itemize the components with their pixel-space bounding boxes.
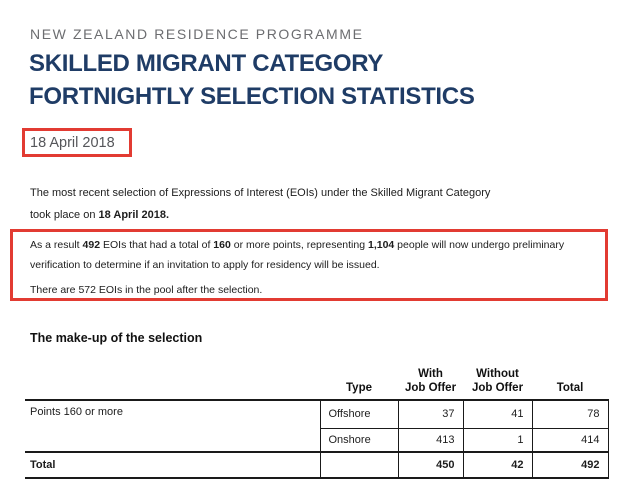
- cell-onshore-without-offer: 1: [462, 428, 533, 452]
- table-row-offshore: Points 160 or more Offshore 37 41 78: [25, 399, 609, 453]
- cell-offshore-with-offer: 37: [397, 399, 464, 429]
- cell-offshore-without-offer: 41: [462, 399, 533, 429]
- cell-offshore-total: 78: [531, 399, 609, 429]
- cell-total-with-offer: 450: [397, 451, 464, 479]
- intro-line-2-prefix: took place on: [30, 209, 99, 221]
- selection-makeup-table: Type With Job Offer Without Job Offer To…: [25, 358, 609, 479]
- pool-remaining-paragraph: There are 572 EOIs in the pool after the…: [30, 284, 263, 296]
- cell-total-type-empty: [319, 451, 399, 479]
- intro-paragraph: The most recent selection of Expressions…: [30, 182, 595, 226]
- result-text-segment: or more points, representing: [230, 239, 368, 251]
- result-text-segment: people will now undergo preliminary veri…: [30, 239, 565, 271]
- title-line-2: FORTNIGHTLY SELECTION STATISTICS: [29, 83, 475, 110]
- cell-type-offshore: Offshore: [319, 399, 399, 429]
- cell-onshore-with-offer: 413: [397, 428, 464, 452]
- selection-date-highlight-box: 18 April 2018: [22, 128, 132, 157]
- table-row-total: Total 450 42 492: [25, 451, 609, 479]
- cell-onshore-total: 414: [531, 428, 609, 452]
- people-count: 1,104: [367, 239, 395, 251]
- cell-points-band-label: Points 160 or more: [25, 399, 321, 453]
- header-total: Total: [556, 382, 584, 394]
- cell-total-without-offer: 42: [462, 451, 533, 479]
- header-with-job-offer: With Job Offer: [404, 368, 457, 394]
- result-text-segment: As a result: [30, 239, 83, 251]
- cell-total-total: 492: [531, 451, 609, 479]
- header-without-job-offer: Without Job Offer: [471, 368, 524, 394]
- table-header-row: Type With Job Offer Without Job Offer To…: [25, 358, 608, 400]
- result-text-segment: EOIs that had a total of: [100, 239, 214, 251]
- result-paragraph: As a result 492 EOIs that had a total of…: [30, 235, 595, 275]
- header-points-spacer: [25, 358, 320, 400]
- selection-date: 18 April 2018: [30, 134, 115, 151]
- eois-selected-count: 492: [82, 239, 101, 251]
- header-type: Type: [346, 382, 372, 394]
- makeup-section-heading: The make-up of the selection: [30, 331, 203, 345]
- programme-eyebrow: NEW ZEALAND RESIDENCE PROGRAMME: [30, 26, 364, 42]
- selection-result-highlight-box: As a result 492 EOIs that had a total of…: [10, 229, 608, 301]
- cell-type-onshore: Onshore: [319, 428, 399, 452]
- page-title: SKILLED MIGRANT CATEGORY FORTNIGHTLY SEL…: [29, 47, 475, 113]
- cell-total-label: Total: [25, 451, 321, 479]
- title-line-1: SKILLED MIGRANT CATEGORY: [29, 50, 384, 77]
- intro-line-1: The most recent selection of Expressions…: [30, 187, 491, 199]
- points-threshold: 160: [213, 239, 231, 251]
- table-row-onshore: Onshore 413 1 414: [25, 428, 609, 452]
- intro-date-bold: 18 April 2018.: [98, 209, 170, 221]
